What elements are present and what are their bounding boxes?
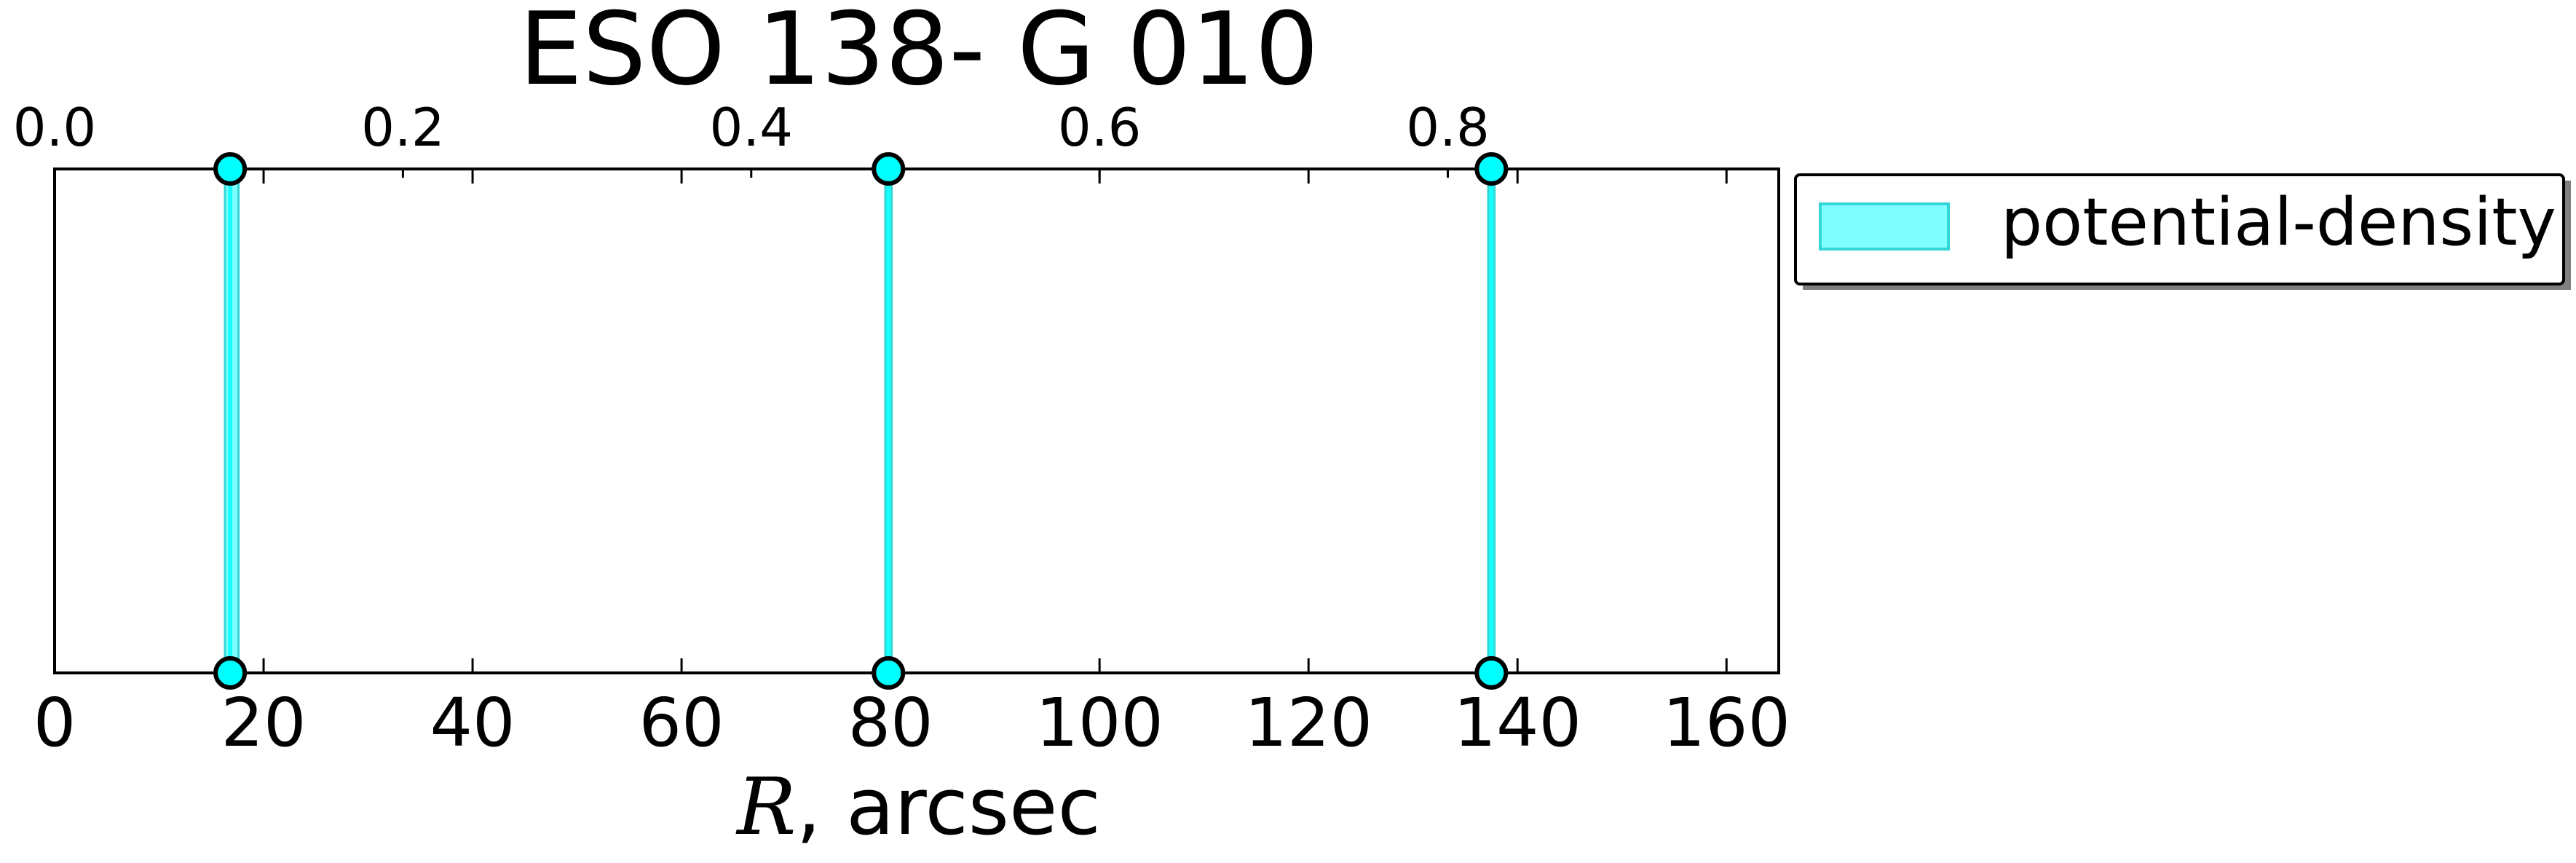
top-x-tick-label: 0.8 — [1406, 97, 1490, 158]
x-axis-label: R, arcsec — [735, 762, 1101, 853]
x-tick-label: 120 — [1244, 684, 1372, 762]
top-x-tick-label: 0.0 — [13, 97, 97, 158]
legend-box — [1794, 173, 2565, 285]
potential-density-marker-top — [872, 152, 906, 186]
x-tick-label: 160 — [1662, 684, 1790, 762]
potential-density-marker-bottom — [1474, 656, 1509, 690]
legend-swatch-potential-density — [1819, 202, 1950, 251]
top-x-tick-label: 0.4 — [710, 97, 794, 158]
tick-layer: 0 20 40 60 80 100 120 140 160 0.0 0.2 0.4 0.6 0.8 — [13, 97, 1790, 762]
marker-layer — [213, 152, 1509, 690]
x-axis-label-text: , arcsec — [796, 762, 1100, 853]
x-tick-label: 40 — [430, 684, 515, 762]
x-tick-label: 140 — [1453, 684, 1581, 762]
potential-density-marker-top — [213, 152, 248, 186]
chart-title: ESO 138- G 010 — [519, 0, 1319, 108]
top-x-tick-label: 0.6 — [1058, 97, 1142, 158]
potential-density-marker-bottom — [213, 656, 248, 690]
x-axis-label-symbol: R — [735, 762, 796, 853]
x-tick-label: 80 — [848, 684, 933, 762]
x-tick-label: 60 — [639, 684, 724, 762]
potential-density-marker-top — [1474, 152, 1509, 186]
band-layer — [224, 168, 1496, 674]
potential-density-marker-bottom — [872, 656, 906, 690]
x-tick-label: 0 — [33, 684, 76, 762]
legend-label-potential-density: potential-density — [2001, 184, 2556, 261]
x-tick-label: 100 — [1035, 684, 1163, 762]
legend: potential-density — [1794, 173, 2571, 290]
x-tick-label: 20 — [221, 684, 306, 762]
plot-area — [53, 168, 1780, 674]
top-x-tick-label: 0.2 — [361, 97, 445, 158]
